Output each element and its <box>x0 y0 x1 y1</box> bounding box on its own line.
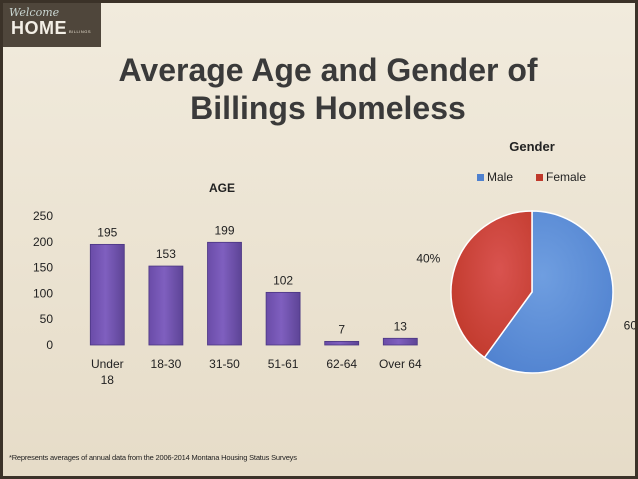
footnote: *Represents averages of annual data from… <box>9 453 297 462</box>
legend-swatch-female <box>536 174 543 181</box>
y-tick-label: 0 <box>46 338 53 352</box>
gender-chart-title: Gender <box>509 139 555 154</box>
logo-welcome-text: Welcome <box>9 6 60 19</box>
slide-title-line-1: Average Age and Gender of <box>118 52 538 88</box>
bar-2 <box>207 241 242 346</box>
bar-data-label: 13 <box>394 319 408 333</box>
x-tick-label: 62-64 <box>326 357 357 371</box>
bar-data-label: 102 <box>273 273 293 287</box>
y-tick-label: 100 <box>33 286 53 300</box>
logo-city-text: BILLINGS <box>69 29 92 34</box>
pie-data-label: 60% <box>624 319 635 333</box>
y-tick-label: 50 <box>40 312 54 326</box>
slide-title-line-2: Billings Homeless <box>190 90 466 126</box>
y-tick-label: 150 <box>33 261 53 275</box>
x-tick-label: 18 <box>101 373 115 387</box>
bar-0 <box>89 243 125 346</box>
age-chart-title: AGE <box>209 181 235 195</box>
bar-data-label: 195 <box>97 225 117 239</box>
welcome-home-logo: Welcome HOME BILLINGS <box>3 3 101 47</box>
y-tick-label: 200 <box>33 235 53 249</box>
charts-canvas: AGE 0 50 100 150 200 250 195 Under 18 153 18-30 199 3… <box>33 139 635 387</box>
legend-label-female: Female <box>546 170 586 184</box>
legend-label-male: Male <box>487 170 513 184</box>
pie-data-label: 40% <box>416 251 440 265</box>
pie-slice-female <box>450 210 533 359</box>
y-tick-label: 250 <box>33 209 53 223</box>
x-tick-label: 51-61 <box>268 357 299 371</box>
legend-swatch-male <box>477 174 484 181</box>
bar-5 <box>382 337 418 346</box>
slide-panel: Welcome HOME BILLINGS Average Age and Ge… <box>3 3 635 476</box>
pie-slice-male <box>483 210 614 374</box>
bar-data-label: 153 <box>156 247 176 261</box>
x-tick-label: Under <box>91 357 124 371</box>
slide-title: Average Age and Gender of Billings Homel… <box>63 51 593 127</box>
bar-4 <box>324 340 360 346</box>
bar-3 <box>265 291 301 346</box>
x-tick-label: 31-50 <box>209 357 240 371</box>
x-tick-label: Over 64 <box>379 357 422 371</box>
x-tick-label: 18-30 <box>151 357 182 371</box>
logo-home-text: HOME <box>11 18 67 38</box>
bar-data-label: 199 <box>214 223 234 237</box>
bar-data-label: 7 <box>338 322 345 336</box>
bar-1 <box>148 265 184 346</box>
